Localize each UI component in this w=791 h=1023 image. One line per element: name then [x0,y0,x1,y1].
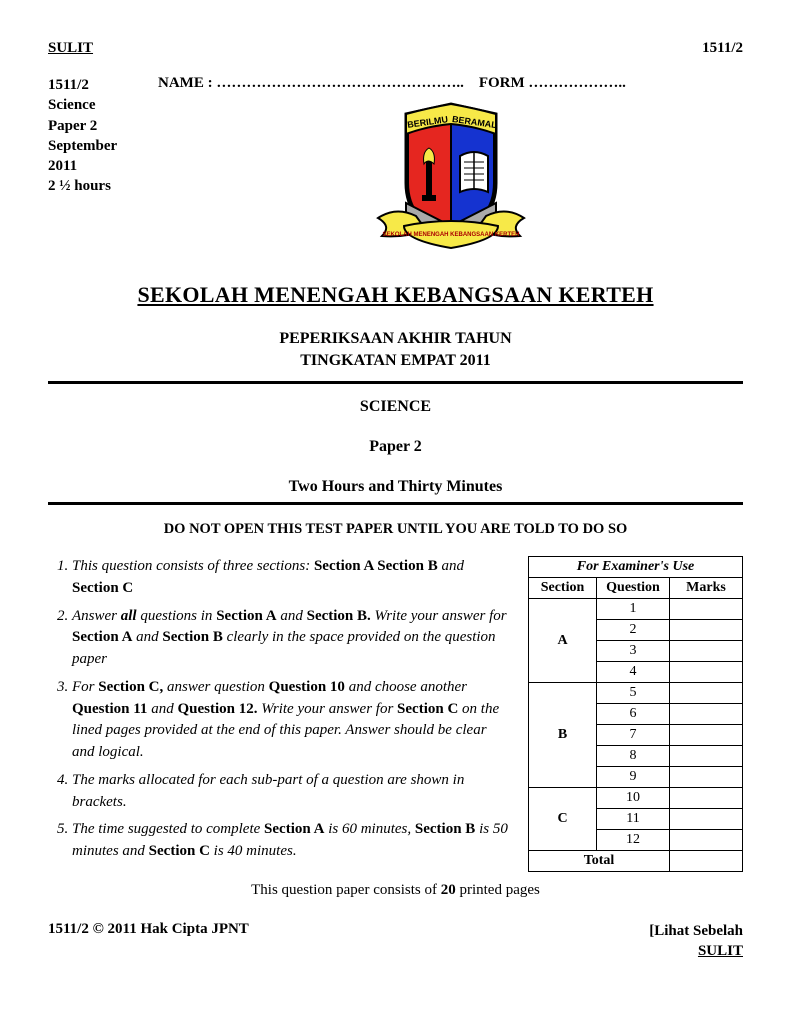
instruction-4: The marks allocated for each sub-part of… [72,770,510,814]
name-form-line: NAME : ………………………………………….. FORM ……………….. [158,75,743,92]
name-label: NAME : ………………………………………….. [158,75,464,91]
sec-a: A [529,599,597,683]
meta-right: NAME : ………………………………………….. FORM ……………….. … [158,75,743,268]
meta-row: 1511/2 Science Paper 2 September 2011 2 … [48,75,743,268]
body-area: This question consists of three sections… [48,556,743,872]
crest-wrap: BERILMU BERAMAL SEKOLAH MENENGAH KEBA [158,98,743,268]
header-right: 1511/2 [702,40,743,57]
subject-title: SCIENCE [48,398,743,416]
instruction-2: Answer all questions in Section A and Se… [72,606,510,671]
meta-subject: Science [48,95,158,115]
examiner-title: For Examiner's Use [529,557,743,578]
school-name: SEKOLAH MENENGAH KEBANGSAAN KERTEH [48,282,743,308]
total-label: Total [529,851,670,872]
meta-left: 1511/2 Science Paper 2 September 2011 2 … [48,75,158,268]
meta-duration: 2 ½ hours [48,176,158,196]
instruction-3: For Section C, answer question Question … [72,677,510,764]
exam-line1: PEPERIKSAAN AKHIR TAHUN [48,328,743,350]
meta-code: 1511/2 [48,75,158,95]
exam-line2: TINGKATAN EMPAT 2011 [48,350,743,372]
footer-left: 1511/2 © 2011 Hak Cipta JPNT [48,921,249,962]
meta-month: September [48,136,158,156]
meta-year: 2011 [48,156,158,176]
instruction-1: This question consists of three sections… [72,556,510,600]
exam-title: PEPERIKSAAN AKHIR TAHUN TINGKATAN EMPAT … [48,328,743,371]
col-question: Question [597,578,670,599]
paper-title: Paper 2 [48,438,743,456]
instruction-5: The time suggested to complete Section A… [72,819,510,863]
pages-note: This question paper consists of 20 print… [48,882,743,899]
examiner-table: For Examiner's Use Section Question Mark… [528,556,743,872]
do-not-open: DO NOT OPEN THIS TEST PAPER UNTIL YOU AR… [48,521,743,538]
instructions: This question consists of three sections… [48,556,510,872]
svg-text:SEKOLAH MENENGAH KEBANGSAAN KE: SEKOLAH MENENGAH KEBANGSAAN KERTEH [382,232,519,238]
examiner-box: For Examiner's Use Section Question Mark… [528,556,743,872]
sec-c: C [529,788,597,851]
exam-cover-page: SULIT 1511/2 1511/2 Science Paper 2 Sept… [0,0,791,1023]
col-section: Section [529,578,597,599]
school-crest-icon: BERILMU BERAMAL SEKOLAH MENENGAH KEBA [356,98,546,263]
header-row: SULIT 1511/2 [48,40,743,57]
form-label: FORM ……………….. [479,75,626,91]
footer-right2: SULIT [649,941,743,961]
footer-right: [Lihat Sebelah SULIT [649,921,743,962]
header-left: SULIT [48,40,93,57]
footer-right1: [Lihat Sebelah [649,921,743,941]
footer: 1511/2 © 2011 Hak Cipta JPNT [Lihat Sebe… [48,921,743,962]
col-marks: Marks [670,578,743,599]
duration-title: Two Hours and Thirty Minutes [48,478,743,505]
rule-1 [48,381,743,384]
meta-paper: Paper 2 [48,116,158,136]
sec-b: B [529,683,597,788]
